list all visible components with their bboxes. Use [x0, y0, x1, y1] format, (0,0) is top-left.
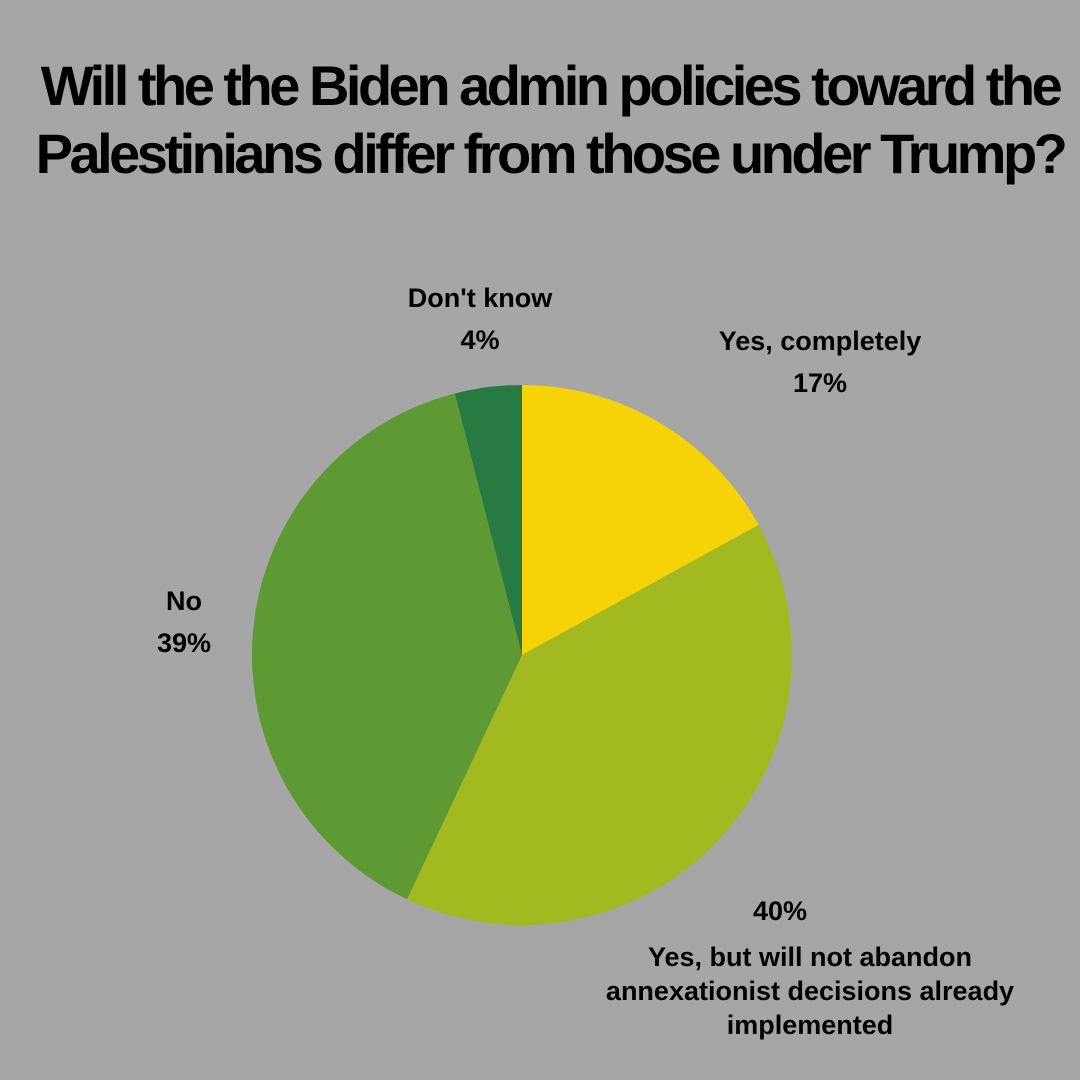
slice-label-yes-but: 40% Yes, but will not abandon annexation… — [600, 890, 1020, 1042]
pie-slice-yes-completely — [522, 385, 759, 655]
slice-label-no: No 39% — [124, 580, 244, 664]
slice-category-label: Yes, but will not abandon annexationist … — [605, 942, 1015, 1040]
slice-label-dont-know: Don't know 4% — [370, 277, 590, 361]
slice-value-label: 17% — [792, 368, 848, 398]
chart-title: Will the the Biden admin policies toward… — [35, 54, 1068, 185]
pie-slice-yes-but — [407, 524, 792, 925]
slice-value-label: 40% — [752, 896, 808, 926]
slice-label-yes-completely: Yes, completely 17% — [690, 320, 950, 404]
pie-slice-dont-know — [454, 385, 522, 655]
slice-category-label: Don't know — [407, 283, 553, 313]
slice-value-label: 39% — [156, 628, 212, 658]
slice-category-label: No — [166, 586, 202, 616]
pie-slice-no — [252, 393, 522, 900]
slice-value-label: 4% — [460, 325, 500, 355]
slice-category-label: Yes, completely — [718, 326, 922, 356]
